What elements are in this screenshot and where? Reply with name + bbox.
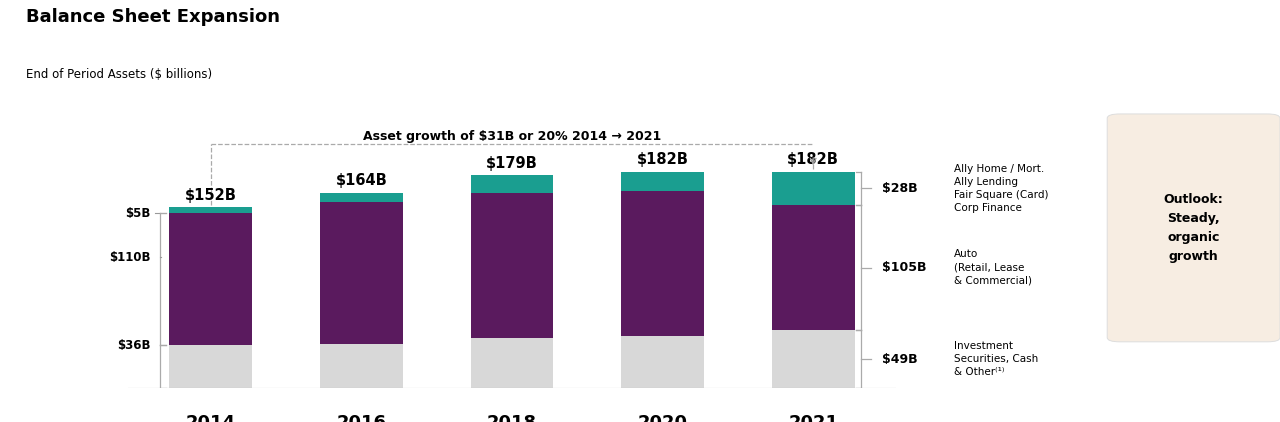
Bar (169, 208, 252, 214)
Bar (621, 172, 704, 191)
Text: $105B: $105B (882, 261, 927, 274)
Text: Auto
(Retail, Lease
& Commercial): Auto (Retail, Lease & Commercial) (954, 249, 1032, 286)
Bar (320, 344, 403, 388)
Text: 2016: 2016 (337, 414, 387, 422)
Bar (772, 172, 855, 205)
Text: $164B: $164B (335, 173, 388, 189)
Text: $152B: $152B (184, 188, 237, 203)
Text: Outlook:
Steady,
organic
growth: Outlook: Steady, organic growth (1164, 193, 1224, 263)
Bar (471, 176, 553, 193)
Bar (471, 193, 553, 338)
Text: $179B: $179B (486, 156, 538, 170)
Text: End of Period Assets ($ billions): End of Period Assets ($ billions) (26, 68, 211, 81)
Text: $182B: $182B (787, 152, 840, 167)
Text: Ally Home / Mort.
Ally Lending
Fair Square (Card)
Corp Finance: Ally Home / Mort. Ally Lending Fair Squa… (954, 164, 1048, 213)
Bar (169, 346, 252, 388)
Text: Balance Sheet Expansion: Balance Sheet Expansion (26, 8, 279, 27)
Text: $36B: $36B (116, 339, 151, 352)
Text: 2014: 2014 (186, 414, 236, 422)
Text: 2021: 2021 (788, 414, 838, 422)
Text: Asset growth of $31B or 20% 2014 → 2021: Asset growth of $31B or 20% 2014 → 2021 (362, 130, 662, 143)
Bar (320, 202, 403, 344)
Bar (621, 191, 704, 336)
Text: 2018: 2018 (486, 414, 538, 422)
Text: $28B: $28B (882, 182, 918, 195)
Text: 2020: 2020 (637, 414, 687, 422)
Bar (169, 214, 252, 346)
Bar (471, 338, 553, 388)
Text: Investment
Securities, Cash
& Other⁽¹⁾: Investment Securities, Cash & Other⁽¹⁾ (954, 341, 1038, 377)
Bar (772, 330, 855, 388)
Bar (320, 193, 403, 202)
Bar (772, 205, 855, 330)
Text: $182B: $182B (636, 152, 689, 167)
Bar (621, 336, 704, 388)
Text: $5B: $5B (125, 207, 151, 220)
Text: $110B: $110B (109, 251, 151, 264)
Text: $49B: $49B (882, 353, 918, 365)
